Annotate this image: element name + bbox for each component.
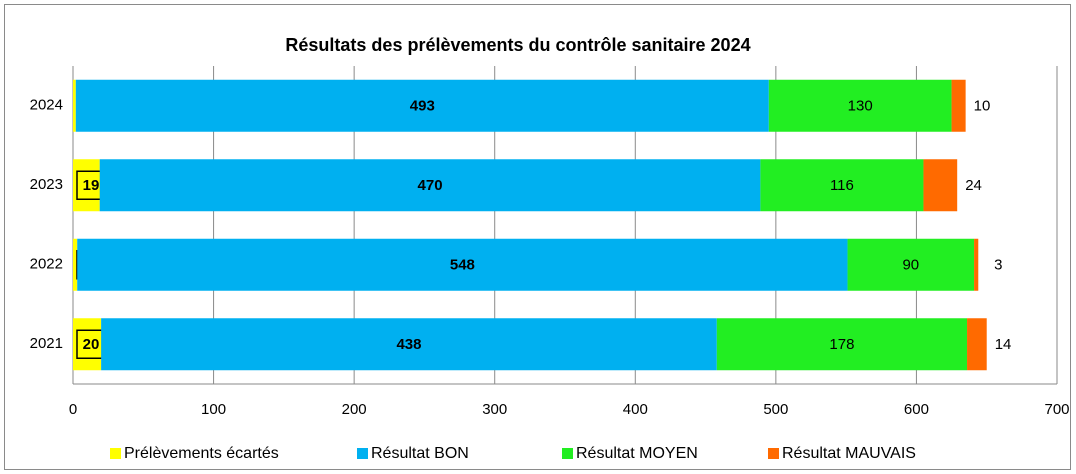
data-label: 493 xyxy=(410,98,435,115)
chart-border xyxy=(4,4,1071,470)
data-label: 130 xyxy=(848,98,873,115)
y-tick-label: 2021 xyxy=(30,335,63,352)
legend-swatch xyxy=(110,448,121,459)
y-tick-label: 2024 xyxy=(30,97,63,114)
bar-segment xyxy=(101,318,717,371)
bar-segment xyxy=(951,79,966,132)
data-label: 24 xyxy=(965,177,982,194)
x-tick-label: 400 xyxy=(623,401,648,418)
x-tick-label: 300 xyxy=(482,401,507,418)
x-tick-label: 700 xyxy=(1044,401,1069,418)
data-label: 14 xyxy=(995,336,1012,353)
legend-label: Prélèvements écartés xyxy=(124,445,279,462)
x-tick-label: 100 xyxy=(201,401,226,418)
data-label: 19 xyxy=(83,177,100,194)
y-tick-label: 2023 xyxy=(30,176,63,193)
data-label: 90 xyxy=(902,257,919,274)
bar-segment xyxy=(716,318,968,371)
y-tick-label: 2022 xyxy=(30,256,63,273)
bar-segment xyxy=(923,159,958,212)
legend-swatch xyxy=(562,448,573,459)
legend-label: Résultat MAUVAIS xyxy=(782,445,916,462)
data-label: 20 xyxy=(83,336,100,353)
bar-segment xyxy=(760,159,924,212)
bar-segment xyxy=(75,79,769,132)
legend-label: Résultat MOYEN xyxy=(576,445,698,462)
bar-segment xyxy=(77,238,848,291)
legend-swatch xyxy=(768,448,779,459)
bar-segment xyxy=(768,79,952,132)
data-label: 3 xyxy=(994,257,1002,274)
data-label: 548 xyxy=(450,257,475,274)
bar-segment xyxy=(73,238,78,291)
legend-label: Résultat BON xyxy=(371,445,469,462)
x-tick-label: 0 xyxy=(69,401,77,418)
bar-segment xyxy=(99,159,761,212)
legend-swatch xyxy=(357,448,368,459)
x-tick-label: 200 xyxy=(342,401,367,418)
data-label: 470 xyxy=(418,177,443,194)
data-label: 438 xyxy=(396,336,421,353)
data-label: 178 xyxy=(829,336,854,353)
x-tick-label: 500 xyxy=(763,401,788,418)
data-label: 116 xyxy=(830,177,854,194)
x-tick-label: 600 xyxy=(904,401,929,418)
bar-segment xyxy=(73,79,76,132)
bar-segment xyxy=(967,318,987,371)
bar-segment xyxy=(847,238,975,291)
bar-segment xyxy=(974,238,979,291)
chart-title: Résultats des prélèvements du contrôle s… xyxy=(285,35,750,55)
data-label: 10 xyxy=(974,98,991,115)
